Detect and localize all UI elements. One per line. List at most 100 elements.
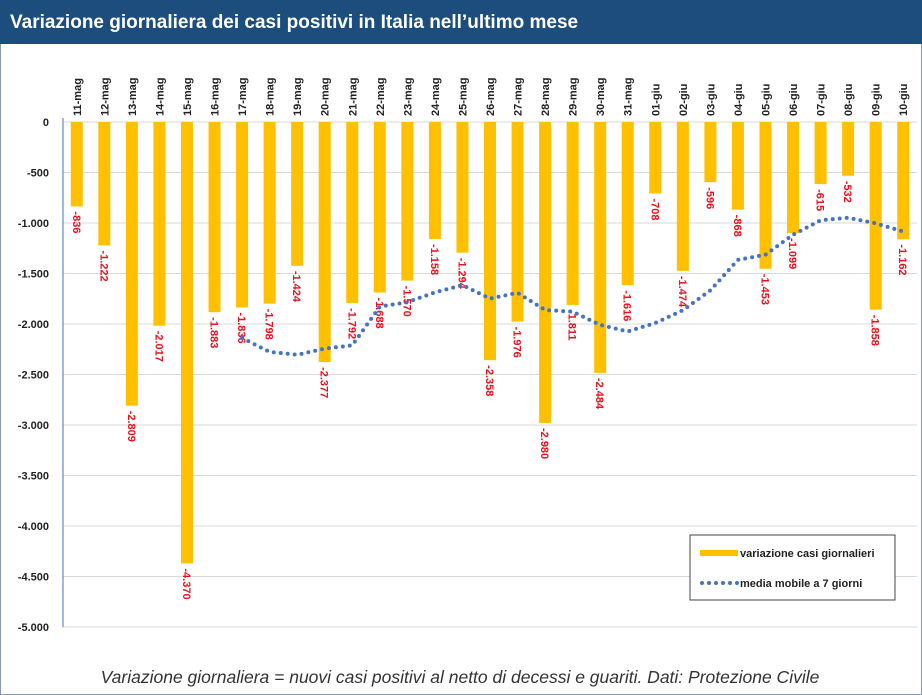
x-tick-label: 13-mag [127,77,139,116]
bar [676,122,689,271]
x-tick-label: 21-mag [347,77,359,116]
data-label: -2.358 [483,365,495,396]
bar [125,122,138,406]
data-label: -2.017 [152,331,164,362]
data-label: -1.294 [455,258,467,290]
bar [842,122,855,176]
data-label: -532 [841,181,853,203]
x-tick-label: 05-giu [760,84,772,116]
y-tick-label: -3.500 [18,471,49,483]
x-tick-label: 23-mag [402,77,414,116]
x-tick-label: 25-mag [457,77,469,116]
y-tick-label: -2.500 [18,370,49,382]
bar [456,122,469,253]
bar [291,122,304,266]
data-label: -1.883 [208,317,220,348]
data-label: -2.484 [593,378,605,410]
data-label: -1.858 [869,315,881,346]
x-tick-label: 22-mag [375,77,387,116]
bar [98,122,111,246]
bar [704,122,717,183]
data-label: -868 [731,215,743,237]
bar [70,122,83,207]
bar [208,122,221,313]
data-label: -1.474 [676,276,688,308]
data-label: -4.370 [180,568,192,599]
bar [814,122,827,185]
data-label: -1.453 [758,274,770,305]
x-tick-label: 20-mag [320,77,332,116]
x-tick-label: 30-mag [595,77,607,116]
x-tick-label: 26-mag [485,77,497,116]
x-tick-label: 09-giu [871,84,883,116]
x-tick-label: 02-giu [678,84,690,116]
bar [428,122,441,239]
bar [594,122,607,373]
data-label: -1.836 [235,312,247,343]
data-label: -596 [703,187,715,209]
data-label: -1.616 [621,290,633,321]
x-tick-label: 04-giu [733,84,745,116]
bar [180,122,193,564]
footnote: Variazione giornaliera = nuovi casi posi… [101,667,820,687]
x-tick-label: 01-giu [650,84,662,116]
data-label: -1.688 [373,297,385,328]
bar [318,122,331,363]
bar [263,122,276,304]
bar [511,122,524,322]
data-label: -1.158 [428,244,440,275]
x-tick-label: 17-mag [237,77,249,116]
x-tick-label: 06-giu [788,84,800,116]
data-label: -1.792 [345,308,357,339]
bar [153,122,166,326]
data-label: -2.377 [318,367,330,398]
data-label: -708 [648,199,660,221]
bar [346,122,359,303]
bar [869,122,882,310]
y-tick-label: -5.000 [18,622,49,634]
bar [401,122,414,281]
x-tick-label: 16-mag [210,77,222,116]
bar [621,122,634,286]
x-tick-label: 28-mag [540,77,552,116]
legend-box [689,534,896,601]
bar [649,122,662,194]
bar [731,122,744,210]
x-tick-label: 24-mag [430,77,442,116]
x-tick-label: 07-giu [816,84,828,116]
y-tick-label: -3.000 [18,420,49,432]
data-label: -1.976 [511,327,523,358]
bar [897,122,910,240]
x-tick-label: 10-giu [898,84,910,116]
data-label: -1.811 [566,310,578,341]
data-label: -1.099 [786,238,798,269]
data-label: -615 [814,189,826,211]
x-tick-label: 03-giu [705,84,717,116]
bar [539,122,552,423]
data-label: -1.424 [290,271,302,303]
x-tick-label: 12-mag [99,77,111,116]
data-label: -1.162 [896,244,908,275]
data-label: -1.798 [263,309,275,340]
y-tick-label: -1.500 [18,269,49,281]
x-tick-label: 31-mag [623,77,635,116]
x-tick-label: 29-mag [568,77,580,116]
x-tick-label: 08-giu [843,84,855,116]
x-tick-label: 18-mag [265,77,277,116]
x-tick-label: 14-mag [154,77,166,116]
x-tick-label: 15-mag [182,77,194,116]
legend-label: variazione casi giornalieri [740,548,875,560]
y-tick-label: 0 [43,117,49,129]
y-tick-label: -4.500 [18,572,49,584]
bar [236,122,249,308]
header [0,0,922,44]
legend-swatch [700,550,738,556]
bar [787,122,800,233]
x-tick-label: 19-mag [292,77,304,116]
y-tick-label: -1.000 [18,218,49,230]
data-label: -836 [70,211,82,233]
data-label: -2.980 [538,428,550,459]
bar [566,122,579,305]
bar [484,122,496,361]
